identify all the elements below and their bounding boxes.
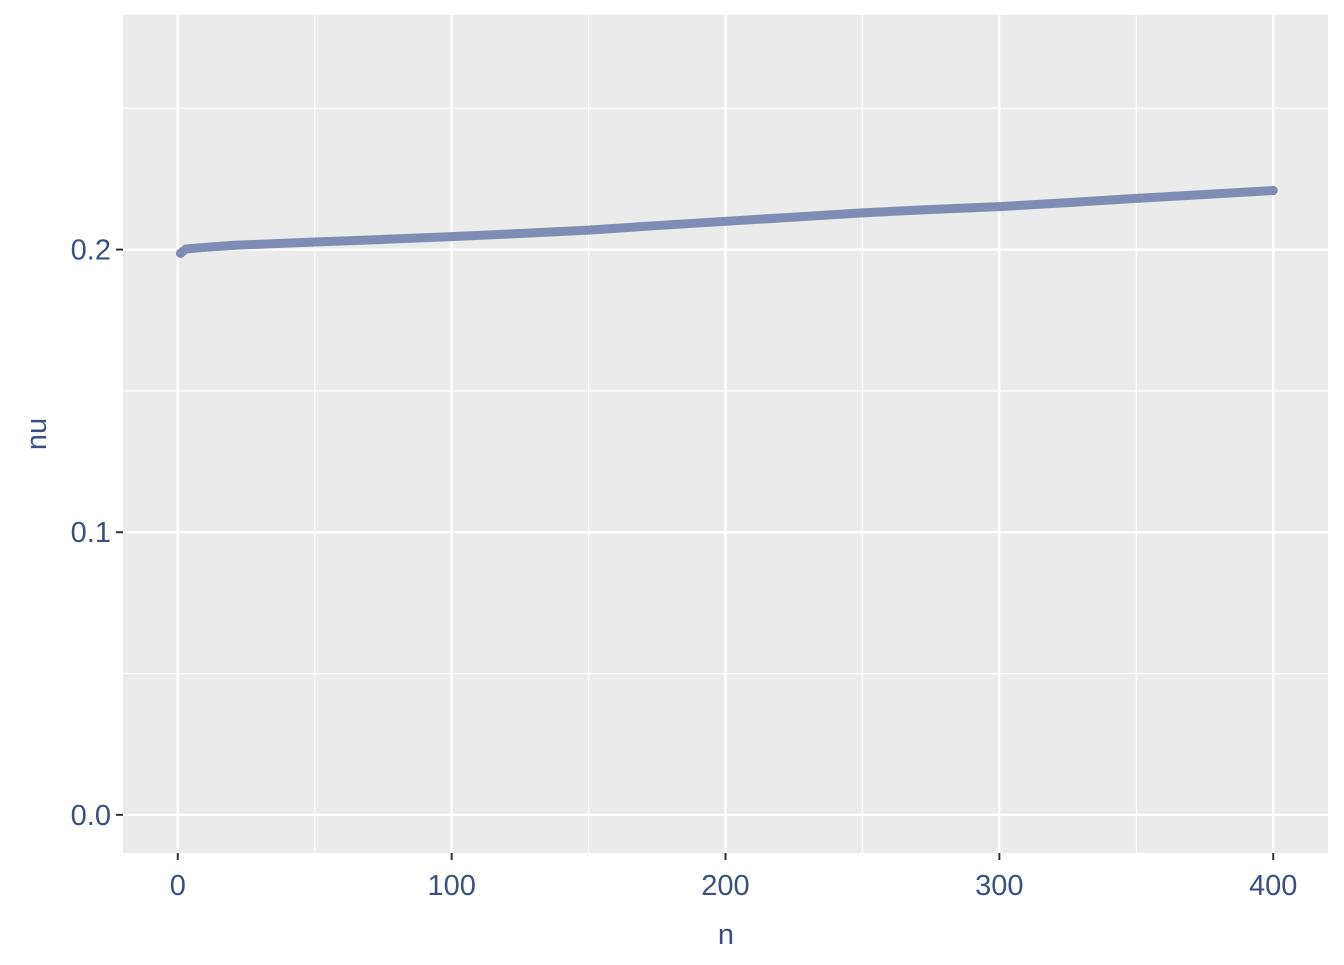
x-tick-label: 400 xyxy=(1249,870,1297,902)
y-tick-label: 0.2 xyxy=(71,235,111,267)
data-series xyxy=(176,186,1278,258)
x-tick-label: 0 xyxy=(170,870,186,902)
data-point xyxy=(1131,193,1141,203)
x-axis-label: n xyxy=(718,919,734,951)
data-point xyxy=(926,204,936,214)
data-point xyxy=(1200,189,1210,199)
y-tick-label: 0.0 xyxy=(71,800,111,832)
data-point xyxy=(181,244,191,254)
y-tick-label: 0.1 xyxy=(71,517,111,549)
data-point xyxy=(310,237,320,247)
data-point xyxy=(584,225,594,235)
y-axis-label: nu xyxy=(21,418,53,450)
data-point xyxy=(652,221,662,231)
data-point xyxy=(228,240,238,250)
data-point xyxy=(857,208,867,218)
data-point xyxy=(200,242,210,252)
data-point xyxy=(515,228,525,238)
grid-lines xyxy=(123,15,1328,853)
data-point xyxy=(1268,186,1278,196)
x-tick-label: 100 xyxy=(427,870,475,902)
data-point xyxy=(789,212,799,222)
x-tick-label: 300 xyxy=(975,870,1023,902)
data-point xyxy=(378,234,388,244)
data-point xyxy=(721,216,730,226)
data-point xyxy=(1063,198,1073,208)
data-point xyxy=(447,232,457,242)
data-point xyxy=(994,202,1004,212)
x-tick-label: 200 xyxy=(701,870,749,902)
axes: 0 100 200 300 400 0.0 0.1 0.2 xyxy=(71,235,1298,902)
